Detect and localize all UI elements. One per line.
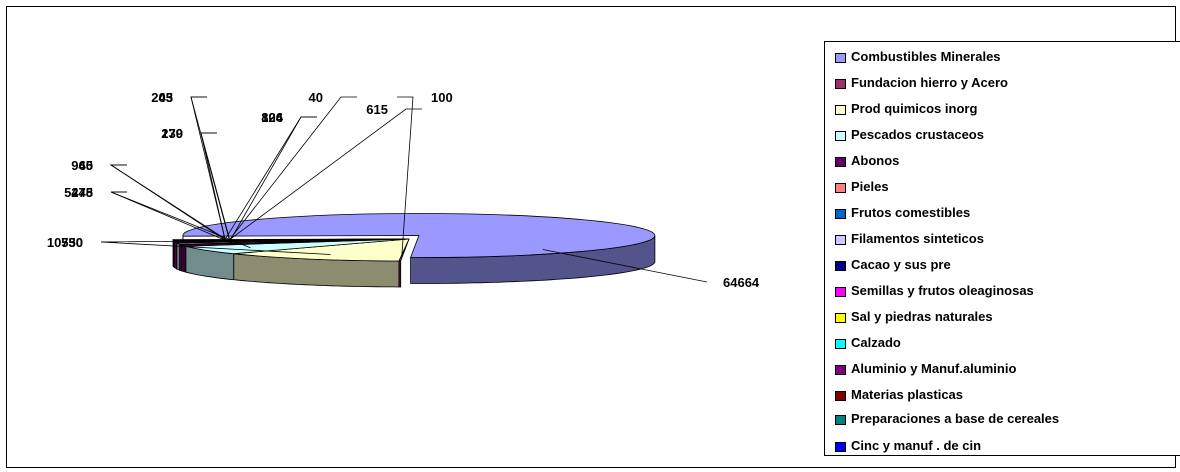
legend-swatch <box>835 157 846 167</box>
legend-item-cacao-y-sus-pre: Cacao y sus pre <box>835 258 1180 272</box>
legend-label: Sal y piedras naturales <box>851 309 993 324</box>
legend-swatch <box>835 131 846 141</box>
legend-swatch <box>835 235 846 245</box>
data-label: 530 <box>61 235 83 250</box>
pie-chart: 64664 10750 5445 940 279 43 824 40 615 530 278 65 13… <box>47 90 760 290</box>
legend-item-fundacion-hierro-y-acero: Fundacion hierro y Acero <box>835 76 1180 90</box>
legend-label: Cinc y manuf . de cin <box>851 438 982 453</box>
legend-label: Prod quimicos inorg <box>851 101 978 116</box>
legend-swatch <box>835 339 846 349</box>
legend-label: Aluminio y Manuf.aluminio <box>851 361 1017 376</box>
leader-line <box>109 164 226 241</box>
legend-item-aluminio-y-manuf-aluminio: Aluminio y Manuf.aluminio <box>835 362 1180 376</box>
legend-item-frutos-comestibles: Frutos comestibles <box>835 206 1180 220</box>
legend-item-materias-plasticas: Materias plasticas <box>835 388 1180 402</box>
legend-label: Materias plasticas <box>851 387 964 402</box>
legend-item-cinc-y-manuf-de-cin: Cinc y manuf . de cin <box>835 439 1180 453</box>
legend-item-abonos: Abonos <box>835 154 1180 168</box>
data-label: 130 <box>161 126 183 141</box>
legend-label: Filamentos sinteticos <box>851 231 984 246</box>
data-label: 278 <box>71 185 93 200</box>
leader-line <box>397 96 414 257</box>
leader-line <box>110 191 226 241</box>
data-label: 205 <box>151 90 173 105</box>
legend-label: Semillas y frutos oleaginosas <box>851 283 1034 298</box>
legend-swatch <box>835 313 846 323</box>
leader-line <box>190 96 226 240</box>
leader-line <box>542 249 708 283</box>
data-label: 65 <box>79 158 93 173</box>
legend-item-sal-y-piedras-naturales: Sal y piedras naturales <box>835 310 1180 324</box>
pie-slice-prod-quimicos-inorg <box>233 238 410 262</box>
data-label: 615 <box>366 102 388 117</box>
legend-label: Pieles <box>851 179 889 194</box>
legend-swatch <box>835 365 846 375</box>
leader-line <box>227 96 357 243</box>
pie-side-filamentos-sinteticos <box>176 242 180 271</box>
legend-swatch <box>835 183 846 193</box>
legend-label: Calzado <box>851 335 901 350</box>
pie-slice-combustibles-minerales <box>182 213 656 258</box>
legend-item-calzado: Calzado <box>835 336 1180 350</box>
legend-swatch <box>835 391 846 401</box>
leader-line <box>224 116 317 240</box>
leader-line <box>100 240 227 243</box>
legend-label: Cacao y sus pre <box>851 257 951 272</box>
legend-label: Pescados crustaceos <box>851 127 984 142</box>
legend-swatch <box>835 261 846 271</box>
legend-label: Fundacion hierro y Acero <box>851 75 1008 90</box>
data-label: 940 <box>71 158 93 173</box>
data-label: 40 <box>309 90 323 105</box>
legend-label: Preparaciones a base de cereales <box>851 411 1060 426</box>
legend-swatch <box>835 442 846 452</box>
data-labels: 64664 10750 5445 940 279 43 824 40 615 530 278 65 13… <box>47 90 760 290</box>
legend-label: Abonos <box>851 153 900 168</box>
legend-item-filamentos-sinteticos: Filamentos sinteticos <box>835 232 1180 246</box>
chart-frame: 64664 10750 5445 940 279 43 824 40 615 530 278 65 13… <box>6 6 1180 468</box>
legend-swatch <box>835 53 846 63</box>
legend-item-pieles: Pieles <box>835 180 1180 194</box>
data-label: 64664 <box>723 275 760 290</box>
leader-line <box>200 132 226 241</box>
legend-swatch <box>835 287 846 297</box>
legend-label: Frutos comestibles <box>851 205 971 220</box>
data-label: 279 <box>161 126 183 141</box>
leader-line <box>226 108 422 242</box>
legend-swatch <box>835 209 846 219</box>
pie-slice-cinc-y-manuf-de-cin <box>172 238 410 241</box>
data-label: 100 <box>431 90 453 105</box>
data-label: 43 <box>159 90 173 105</box>
legend: Combustibles Minerales Fundacion hierro y… <box>824 41 1180 456</box>
legend-item-preparaciones-a-base-de-cereales: Preparaciones a base de cereales <box>835 412 1121 426</box>
data-label: 5445 <box>64 185 93 200</box>
pie-sides <box>172 235 656 288</box>
data-label: 824 <box>261 110 283 125</box>
data-label: 10750 <box>47 235 83 250</box>
legend-label: Combustibles Minerales <box>851 49 1001 64</box>
data-label: 106 <box>261 110 283 125</box>
legend-item-combustibles-minerales: Combustibles Minerales <box>835 50 1180 64</box>
legend-swatch <box>835 79 846 89</box>
legend-item-semillas-y-frutos-oleaginosas: Semillas y frutos oleaginosas <box>835 284 1180 298</box>
legend-swatch <box>835 105 846 115</box>
legend-item-prod-quimicos-inorg: Prod quimicos inorg <box>835 102 1180 116</box>
legend-swatch <box>835 415 846 425</box>
legend-item-pescados-crustaceos: Pescados crustaceos <box>835 128 1180 142</box>
pie-side-abonos <box>180 244 187 273</box>
